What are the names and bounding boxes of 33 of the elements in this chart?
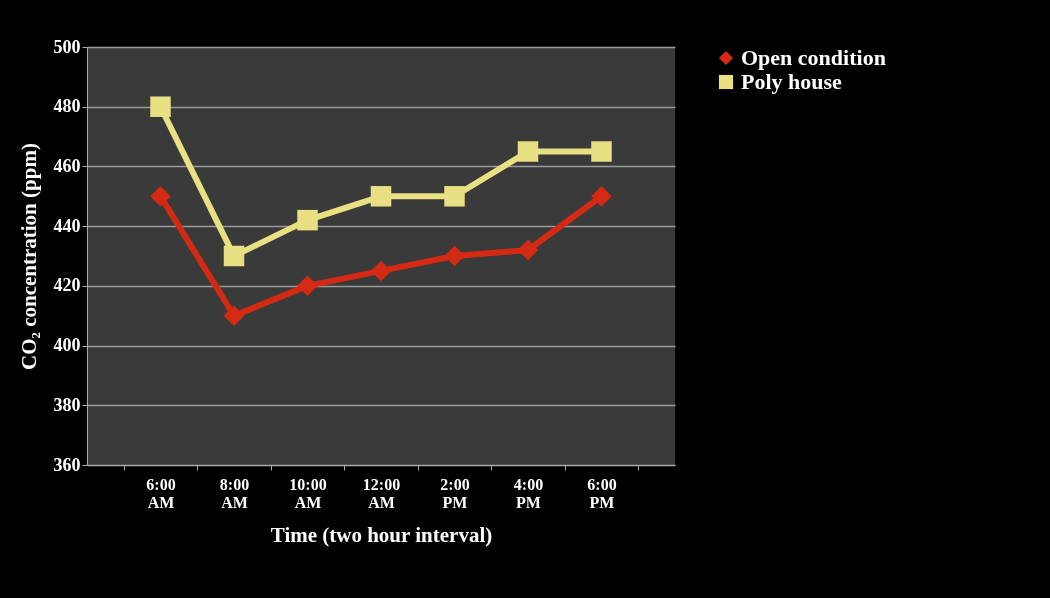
point: [223, 245, 245, 267]
point: [517, 141, 539, 162]
y-tick-label: 400: [53, 335, 81, 356]
y-axis-title: CO₂ concentration (ppm): [16, 143, 41, 370]
y-tick-label: 420: [53, 275, 81, 296]
y-tick-label: 480: [53, 96, 81, 117]
point: [150, 96, 171, 117]
point: [444, 186, 465, 207]
x-tick-label: 2:00 PM: [440, 475, 470, 511]
x-axis-title: Time (two hour interval): [270, 522, 493, 547]
x-tick-label: 6:00 AM: [146, 475, 176, 511]
point: [591, 186, 612, 207]
x-tick-label: 6:00 PM: [587, 475, 617, 511]
y-tick-label: 500: [53, 36, 81, 57]
y-tick-label: 460: [53, 155, 81, 176]
y-tick-label: 380: [53, 394, 81, 415]
point: [370, 186, 392, 207]
point: [370, 260, 392, 282]
point: [223, 305, 245, 326]
point: [297, 275, 318, 297]
legend-label: Poly house: [741, 69, 843, 94]
point: [444, 245, 465, 267]
x-tick-label: 10:00 AM: [289, 475, 327, 511]
point: [150, 186, 171, 207]
point: [517, 239, 539, 261]
point: [297, 209, 318, 231]
x-tick-label: 12:00 AM: [362, 475, 401, 511]
y-tick-label: 360: [53, 454, 81, 475]
point: [591, 141, 612, 162]
x-tick-label: 4:00 PM: [513, 475, 544, 511]
x-tick-label: 8:00 AM: [219, 475, 250, 511]
y-tick-label: 440: [53, 215, 81, 236]
legend-label: Open condition: [741, 45, 886, 70]
